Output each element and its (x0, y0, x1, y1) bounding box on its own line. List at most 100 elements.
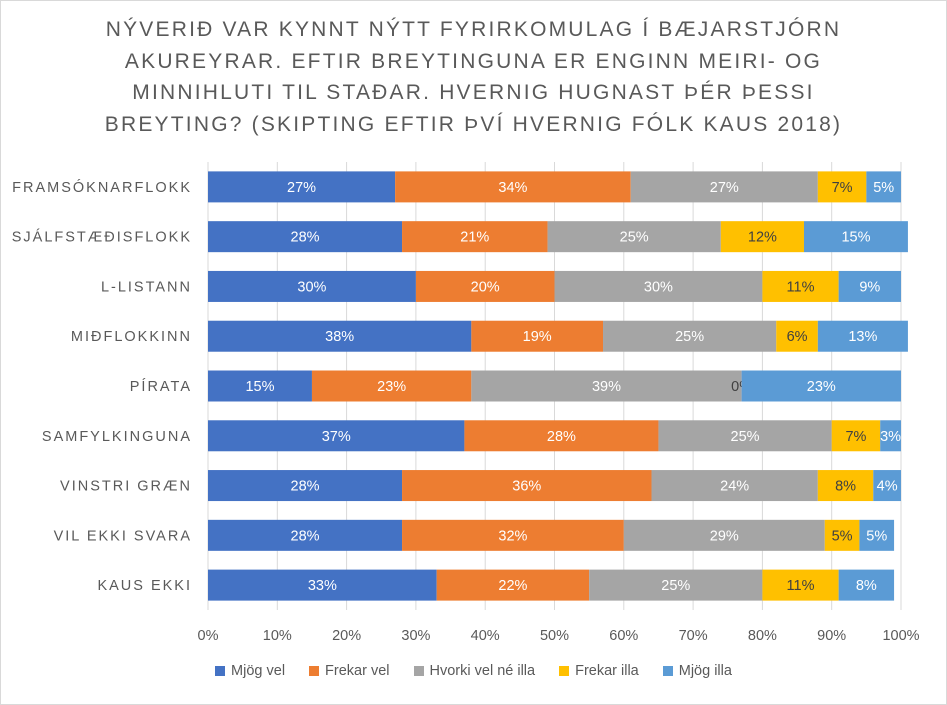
data-label: 25% (675, 329, 704, 345)
legend-item: Frekar illa (559, 663, 639, 679)
bar-segment (395, 171, 631, 203)
data-label: 36% (512, 479, 541, 495)
data-label: 33% (308, 578, 337, 594)
data-label: 15% (841, 230, 870, 246)
bar-segment (658, 420, 832, 452)
data-label: 12% (748, 230, 777, 246)
legend-label: Mjög illa (678, 663, 732, 679)
data-label: 7% (832, 180, 853, 196)
x-tick-label: 20% (332, 628, 361, 644)
legend-swatch (413, 666, 424, 676)
x-tick-label: 100% (882, 628, 919, 644)
category-label: KAUS EKKI (97, 578, 192, 594)
bar-segment (630, 171, 818, 203)
bar-segment (554, 270, 763, 302)
bar-segment (603, 320, 777, 352)
bar-segment (208, 420, 465, 452)
bar-segment (623, 519, 825, 551)
category-label: VIL EKKI SVARA (54, 528, 192, 544)
chart-title: NÝVERIÐ VAR KYNNT NÝTT FYRIRKOMULAG Í BÆ… (0, 14, 947, 140)
data-label: 23% (807, 379, 836, 395)
category-label: FRAMSÓKNARFLOKK (12, 179, 192, 196)
bar-segment (402, 519, 624, 551)
x-tick-label: 50% (540, 628, 569, 644)
data-label: 29% (710, 528, 739, 544)
data-label: 7% (845, 429, 866, 445)
category-label: MIÐFLOKKINN (71, 329, 192, 345)
x-tick-label: 70% (679, 628, 708, 644)
data-label: 5% (832, 528, 853, 544)
data-label: 28% (291, 230, 320, 246)
data-label: 39% (592, 379, 621, 395)
legend-label: Frekar illa (575, 663, 639, 679)
data-label: 30% (644, 279, 673, 295)
data-label: 20% (471, 279, 500, 295)
legend: Mjög vel Frekar vel Hvorki vel né illa Frek… (0, 663, 947, 679)
bar-segment (208, 569, 437, 601)
data-label: 25% (620, 230, 649, 246)
bar-segment (208, 270, 416, 302)
data-label: 25% (731, 429, 760, 445)
bar-segment (803, 221, 908, 253)
bar-segment (873, 470, 901, 502)
legend-swatch (662, 666, 673, 676)
bar-segment (817, 171, 867, 203)
bar-segment (831, 420, 881, 452)
x-tick-label: 30% (401, 628, 430, 644)
data-label: 27% (710, 180, 739, 196)
bar-segment (402, 470, 652, 502)
x-tick-label: 10% (263, 628, 292, 644)
legend-swatch (309, 666, 320, 676)
bar-segment (776, 320, 818, 352)
category-label: PÍRATA (130, 378, 192, 395)
data-label: 22% (498, 578, 527, 594)
bar-segment (859, 519, 895, 551)
x-tick-label: 60% (609, 628, 638, 644)
bar-segment (311, 370, 472, 402)
chart-title-line: BREYTING? (SKIPTING EFTIR ÞVÍ HVERNIG FÓ… (104, 112, 843, 136)
data-label: 30% (297, 279, 326, 295)
chart-title-line: AKUREYRAR. EFTIR BREYTINGUNA ER ENGINN M… (124, 49, 823, 73)
data-label: 25% (661, 578, 690, 594)
data-label: 28% (547, 429, 576, 445)
data-label: 27% (287, 180, 316, 196)
data-label: 13% (848, 329, 877, 345)
category-label: SAMFYLKINGUNA (42, 429, 192, 445)
data-label: 28% (291, 479, 320, 495)
data-label: 11% (787, 279, 815, 295)
bar-segment (208, 519, 403, 551)
bar-segment (402, 221, 548, 253)
data-label: 38% (325, 329, 354, 345)
legend-swatch (559, 666, 570, 676)
legend-item: Frekar vel (309, 663, 390, 679)
data-label: 11% (787, 578, 815, 594)
bar-segment (471, 370, 742, 402)
x-tick-label: 40% (471, 628, 500, 644)
data-label: 8% (835, 479, 856, 495)
category-label: L-LISTANN (101, 279, 192, 295)
bar-segment (208, 370, 312, 402)
legend-item: Hvorki vel né illa (413, 663, 536, 679)
bar-segment (651, 470, 818, 502)
bar-segment (741, 370, 901, 402)
bar-segment (464, 420, 659, 452)
data-label: 28% (291, 528, 320, 544)
category-label: VINSTRI GRÆN (60, 479, 192, 495)
bar-segment (866, 171, 901, 203)
bar-segment (436, 569, 590, 601)
legend-label: Frekar vel (325, 663, 390, 679)
data-label: 9% (859, 279, 880, 295)
bar-segment (817, 320, 908, 352)
legend-label: Hvorki vel né illa (429, 663, 536, 679)
legend-item: Mjög vel (215, 663, 285, 679)
data-label: 34% (498, 180, 527, 196)
bar-segment (208, 320, 472, 352)
bar-segment (880, 420, 901, 452)
bar-segment (208, 470, 403, 502)
chart-title-line: NÝVERIÐ VAR KYNNT NÝTT FYRIRKOMULAG Í BÆ… (105, 18, 842, 41)
bar-segment (415, 270, 555, 302)
x-tick-label: 80% (748, 628, 777, 644)
data-label: 24% (720, 479, 749, 495)
data-label: 19% (523, 329, 552, 345)
